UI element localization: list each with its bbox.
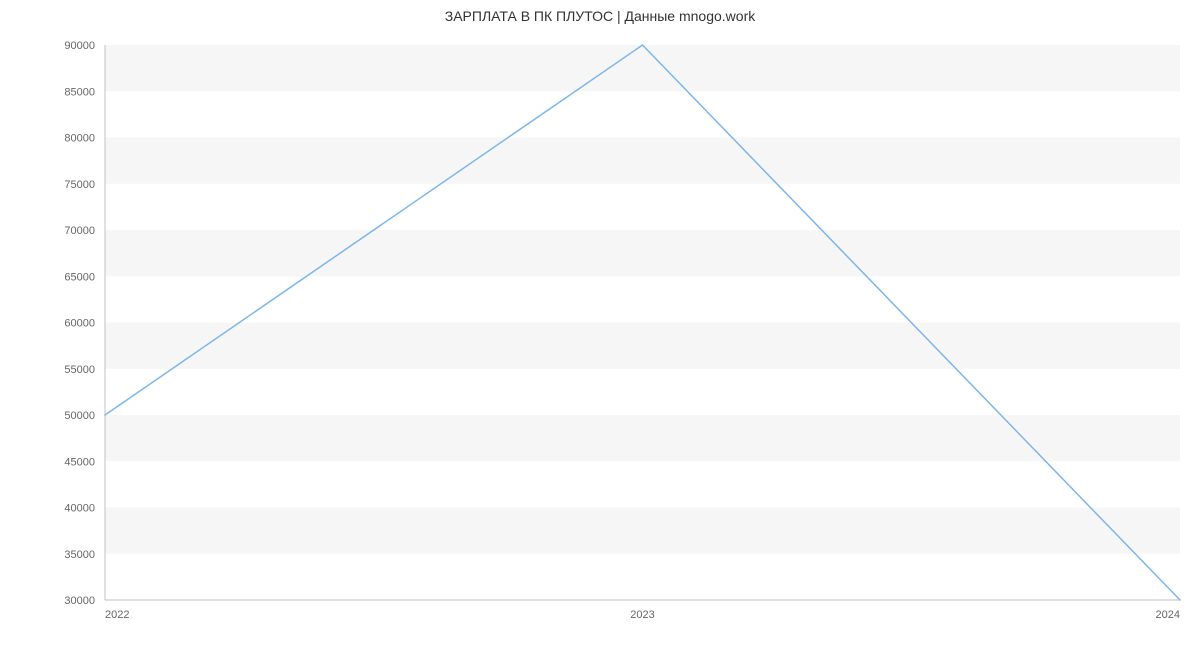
y-tick-label: 35000 [64,549,95,561]
y-tick-label: 75000 [64,179,95,191]
y-tick-label: 90000 [64,40,95,52]
y-tick-label: 40000 [64,503,95,515]
x-tick-label: 2023 [630,609,654,621]
x-tick-label: 2024 [1156,609,1180,621]
y-tick-label: 65000 [64,271,95,283]
chart-title: ЗАРПЛАТА В ПК ПЛУТОС | Данные mnogo.work [0,8,1200,24]
y-tick-label: 85000 [64,86,95,98]
y-tick-label: 55000 [64,364,95,376]
y-tick-label: 45000 [64,456,95,468]
y-tick-label: 80000 [64,133,95,145]
y-tick-label: 70000 [64,225,95,237]
y-tick-label: 60000 [64,318,95,330]
y-tick-label: 50000 [64,410,95,422]
salary-line-chart: ЗАРПЛАТА В ПК ПЛУТОС | Данные mnogo.work… [0,0,1200,650]
chart-svg: 30000 35000 40000 45000 50000 55000 60000 65000… [0,0,1200,650]
x-tick-label: 2022 [105,609,129,621]
y-tick-label: 30000 [64,595,95,607]
